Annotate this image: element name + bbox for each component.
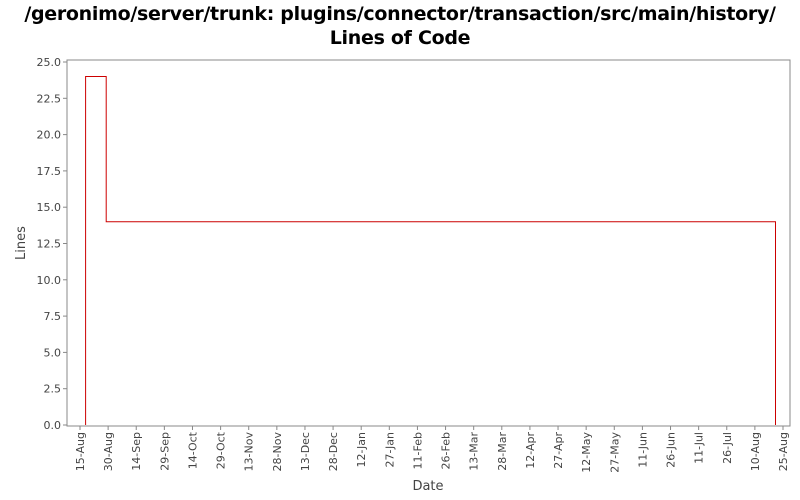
y-tick-label: 25.0 [37, 56, 62, 69]
x-tick-label: 29-Oct [215, 431, 228, 469]
y-tick-label: 10.0 [37, 274, 62, 287]
x-tick-label: 30-Aug [102, 432, 115, 471]
x-tick-label: 14-Sep [130, 432, 143, 471]
x-tick-label: 28-Nov [271, 432, 284, 472]
x-tick-label: 25-Aug [777, 432, 790, 471]
y-tick-label: 0.0 [44, 419, 62, 432]
x-tick-label: 29-Sep [158, 432, 171, 471]
x-tick-label: 14-Oct [186, 431, 199, 469]
chart-subtitle-line: Lines of Code [329, 27, 471, 49]
x-axis: 15-Aug 30-Aug 14-Sep 29-Sep 14-Oct 29-Oct 13-N… [74, 426, 790, 473]
x-tick-label: 11-Jun [636, 432, 649, 468]
y-tick-label: 2.5 [44, 383, 62, 396]
chart-title-line: /geronimo/server/trunk: plugins/connecto… [24, 3, 776, 25]
y-tick-label: 22.5 [37, 92, 62, 105]
y-tick-label: 15.0 [37, 201, 62, 214]
x-tick-label: 13-Nov [243, 432, 256, 472]
plot-area [66, 59, 791, 427]
y-axis: 0.0 2.5 5.0 7.5 10.0 12.5 15.0 17.5 20.0 22.5 25.0 [37, 56, 67, 432]
x-tick-label: 27-Jan [383, 432, 396, 468]
x-tick-label: 12-Jan [355, 432, 368, 468]
x-tick-label: 11-Jul [693, 432, 706, 464]
x-tick-label: 26-Feb [440, 432, 453, 469]
x-tick-label: 28-Dec [327, 432, 340, 471]
x-tick-label: 13-Mar [468, 432, 481, 471]
x-tick-label: 11-Feb [411, 432, 424, 469]
x-tick-label: 12-Apr [524, 432, 537, 469]
x-tick-label: 10-Aug [749, 432, 762, 471]
series-layer [85, 76, 776, 425]
lines-of-code-series [85, 76, 776, 425]
x-tick-label: 26-Jun [665, 432, 678, 468]
x-tick-label: 27-Apr [552, 432, 565, 469]
x-tick-label: 13-Dec [299, 432, 312, 471]
x-tick-label: 27-May [608, 432, 621, 473]
y-tick-label: 5.0 [44, 346, 62, 359]
y-tick-label: 12.5 [37, 238, 62, 251]
y-tick-label: 20.0 [37, 129, 62, 142]
x-tick-label: 15-Aug [74, 432, 87, 471]
y-axis-label: Lines [14, 226, 29, 260]
y-tick-label: 17.5 [37, 165, 62, 178]
chart-title: /geronimo/server/trunk: plugins/connecto… [0, 2, 800, 50]
y-tick-label: 7.5 [44, 310, 62, 323]
x-tick-label: 26-Jul [721, 432, 734, 464]
x-tick-label: 28-Mar [496, 432, 509, 471]
x-axis-label: Date [412, 479, 443, 494]
x-tick-label: 12-May [580, 432, 593, 473]
